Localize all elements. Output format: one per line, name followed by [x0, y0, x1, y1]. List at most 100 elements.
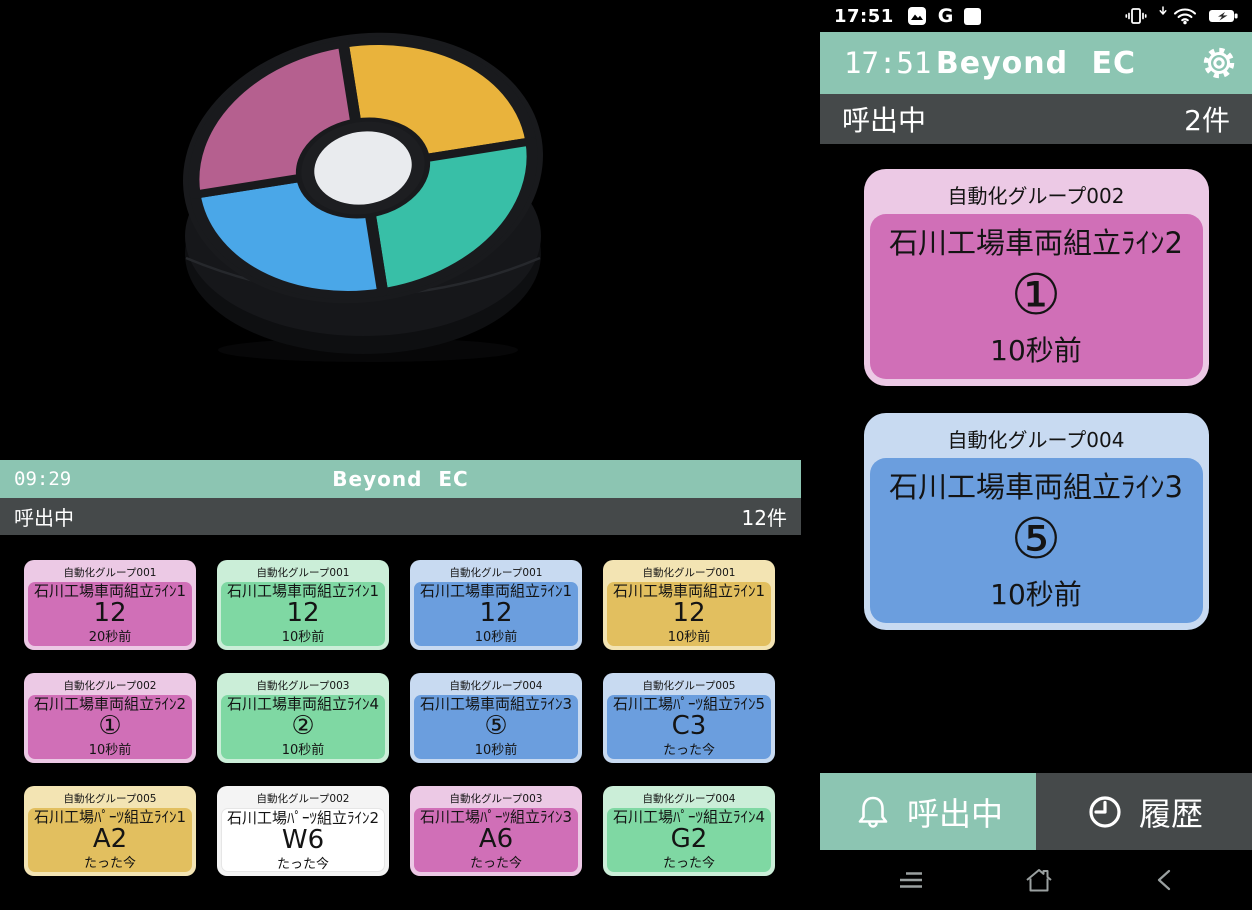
card-line-label: 石川工場ﾊﾟｰﾂ組立ﾗｲﾝ4	[612, 808, 766, 826]
card-line-label: 石川工場車両組立ﾗｲﾝ1	[419, 582, 573, 600]
card-line-label: 石川工場車両組立ﾗｲﾝ3	[419, 695, 573, 713]
card-line-label: 石川工場車両組立ﾗｲﾝ2	[889, 226, 1183, 260]
gear-icon[interactable]	[1200, 44, 1238, 82]
card-group-label: 自動化グループ004	[642, 793, 736, 805]
gallery-icon	[907, 7, 926, 25]
card-body: 石川工場車両組立ﾗｲﾝ3 ⑤ 10秒前	[414, 695, 578, 759]
card-elapsed-time: 10秒前	[474, 743, 518, 759]
desktop-clock: 09:29	[14, 468, 72, 490]
card-body: 石川工場車両組立ﾗｲﾝ1 12 10秒前	[221, 582, 385, 646]
card-call-value: A2	[92, 824, 128, 855]
card-elapsed-time: 10秒前	[88, 743, 132, 759]
phone-screen: 17:51 G 17:51 Beyond EC	[820, 0, 1252, 910]
bell-icon	[858, 796, 888, 828]
card-body: 石川工場ﾊﾟｰﾂ組立ﾗｲﾝ5 C3 たった今	[607, 695, 771, 759]
desktop-app-title: Beyond EC	[332, 467, 469, 491]
card-line-label: 石川工場ﾊﾟｰﾂ組立ﾗｲﾝ3	[419, 808, 573, 826]
card-group-label: 自動化グループ002	[947, 184, 1125, 208]
card-elapsed-time: たった今	[662, 856, 715, 872]
card-call-value: C3	[671, 711, 707, 742]
download-arrow-icon	[1159, 6, 1167, 15]
mobile-tab-bar: 呼出中 履歴	[820, 773, 1252, 850]
card-elapsed-time: たった今	[276, 857, 329, 873]
card-call-value: 12	[479, 598, 513, 629]
mobile-app-title: Beyond EC	[935, 45, 1137, 81]
clock-icon	[1089, 795, 1121, 828]
card-group-label: 自動化グループ003	[449, 793, 543, 805]
call-card[interactable]: 自動化グループ002 石川工場車両組立ﾗｲﾝ2 ① 10秒前	[24, 673, 196, 763]
desktop-status-bar: 呼出中 12件	[0, 498, 801, 535]
card-group-label: 自動化グループ004	[947, 428, 1125, 452]
card-group-label: 自動化グループ001	[449, 567, 543, 579]
call-card[interactable]: 自動化グループ004 石川工場車両組立ﾗｲﾝ3 ⑤ 10秒前	[863, 413, 1209, 630]
card-body: 石川工場車両組立ﾗｲﾝ1 12 20秒前	[28, 582, 192, 646]
desktop-call-count: 12件	[741, 506, 787, 530]
android-nav-bar	[820, 850, 1252, 910]
call-card[interactable]: 自動化グループ003 石川工場車両組立ﾗｲﾝ4 ② 10秒前	[217, 673, 389, 763]
card-body: 石川工場ﾊﾟｰﾂ組立ﾗｲﾝ3 A6 たった今	[414, 808, 578, 872]
card-elapsed-time: たった今	[83, 856, 136, 872]
card-elapsed-time: 10秒前	[474, 630, 518, 646]
desktop-app-window: 09:29 Beyond EC 呼出中 12件 自動化グループ001 石川工場車…	[0, 460, 801, 876]
tab-history[interactable]: 履歴	[1036, 773, 1252, 850]
card-group-label: 自動化グループ001	[642, 567, 736, 579]
call-button-device-photo	[150, 6, 580, 366]
desktop-status-label: 呼出中	[14, 506, 74, 530]
call-card[interactable]: 自動化グループ003 石川工場ﾊﾟｰﾂ組立ﾗｲﾝ3 A6 たった今	[410, 786, 582, 876]
card-line-label: 石川工場車両組立ﾗｲﾝ3	[889, 470, 1183, 504]
card-call-value: G2	[670, 824, 708, 855]
card-line-label: 石川工場ﾊﾟｰﾂ組立ﾗｲﾝ5	[612, 695, 766, 713]
card-elapsed-time: 10秒前	[990, 578, 1082, 611]
card-call-value: ⑤	[484, 711, 508, 742]
card-group-label: 自動化グループ001	[63, 567, 157, 579]
google-g-icon: G	[937, 5, 954, 27]
card-body: 石川工場車両組立ﾗｲﾝ2 ① 10秒前	[28, 695, 192, 759]
card-line-label: 石川工場ﾊﾟｰﾂ組立ﾗｲﾝ1	[33, 808, 187, 826]
card-line-label: 石川工場車両組立ﾗｲﾝ1	[612, 582, 766, 600]
back-icon[interactable]	[1154, 867, 1174, 893]
desktop-app-header: 09:29 Beyond EC	[0, 460, 801, 498]
call-card[interactable]: 自動化グループ004 石川工場ﾊﾟｰﾂ組立ﾗｲﾝ4 G2 たった今	[603, 786, 775, 876]
card-elapsed-time: 10秒前	[281, 630, 325, 646]
call-card[interactable]: 自動化グループ004 石川工場車両組立ﾗｲﾝ3 ⑤ 10秒前	[410, 673, 582, 763]
white-square-app-icon	[964, 7, 982, 25]
call-card[interactable]: 自動化グループ001 石川工場車両組立ﾗｲﾝ1 12 10秒前	[410, 560, 582, 650]
card-call-value: 12	[286, 598, 320, 629]
card-group-label: 自動化グループ005	[642, 680, 736, 692]
vibrate-icon	[1125, 8, 1147, 24]
card-call-value: ②	[291, 711, 315, 742]
card-body: 石川工場車両組立ﾗｲﾝ2 ① 10秒前	[869, 214, 1203, 379]
card-elapsed-time: 10秒前	[281, 743, 325, 759]
home-icon[interactable]	[1024, 867, 1054, 893]
card-call-value: ①	[1010, 262, 1062, 328]
tab-calling[interactable]: 呼出中	[820, 773, 1036, 850]
card-group-label: 自動化グループ002	[256, 793, 350, 805]
mobile-card-list: 自動化グループ002 石川工場車両組立ﾗｲﾝ2 ① 10秒前 自動化グループ00…	[820, 144, 1252, 630]
card-call-value: ①	[98, 711, 122, 742]
call-card[interactable]: 自動化グループ002 石川工場車両組立ﾗｲﾝ2 ① 10秒前	[863, 169, 1209, 386]
mobile-status-label: 呼出中	[842, 104, 927, 137]
card-elapsed-time: 10秒前	[667, 630, 711, 646]
call-card[interactable]: 自動化グループ001 石川工場車両組立ﾗｲﾝ1 12 10秒前	[603, 560, 775, 650]
call-card[interactable]: 自動化グループ005 石川工場ﾊﾟｰﾂ組立ﾗｲﾝ1 A2 たった今	[24, 786, 196, 876]
menu-icon[interactable]	[898, 870, 924, 890]
card-group-label: 自動化グループ004	[449, 680, 543, 692]
card-call-value: W6	[281, 825, 325, 856]
call-card[interactable]: 自動化グループ002 石川工場ﾊﾟｰﾂ組立ﾗｲﾝ2 W6 たった今	[217, 786, 389, 876]
tab-calling-label: 呼出中	[906, 794, 1003, 833]
call-card[interactable]: 自動化グループ001 石川工場車両組立ﾗｲﾝ1 12 10秒前	[217, 560, 389, 650]
card-call-value: 12	[672, 598, 706, 629]
mobile-clock: 17:51	[844, 46, 932, 80]
call-card[interactable]: 自動化グループ005 石川工場ﾊﾟｰﾂ組立ﾗｲﾝ5 C3 たった今	[603, 673, 775, 763]
card-group-label: 自動化グループ001	[256, 567, 350, 579]
tab-history-label: 履歴	[1138, 794, 1203, 833]
card-body: 石川工場車両組立ﾗｲﾝ1 12 10秒前	[414, 582, 578, 646]
card-body: 石川工場ﾊﾟｰﾂ組立ﾗｲﾝ2 W6 たった今	[221, 808, 385, 872]
card-group-label: 自動化グループ002	[63, 680, 157, 692]
card-group-label: 自動化グループ005	[63, 793, 157, 805]
status-time: 17:51	[834, 5, 894, 27]
call-card[interactable]: 自動化グループ001 石川工場車両組立ﾗｲﾝ1 12 20秒前	[24, 560, 196, 650]
card-body: 石川工場車両組立ﾗｲﾝ3 ⑤ 10秒前	[869, 458, 1203, 623]
call-button-device-illustration	[183, 32, 543, 362]
card-elapsed-time: 20秒前	[88, 630, 132, 646]
